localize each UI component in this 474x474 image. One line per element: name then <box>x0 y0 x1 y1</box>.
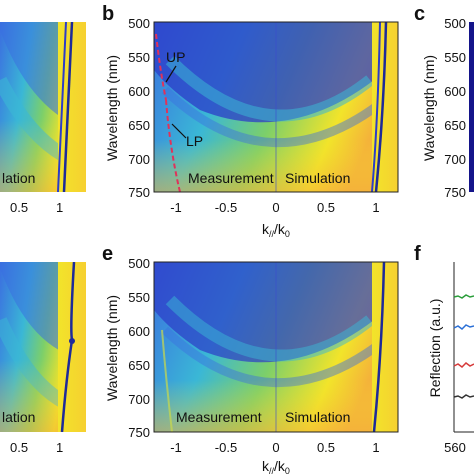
panel-c-y-axis-label: Wavelength (nm) <box>421 55 437 161</box>
panel-e-letter: e <box>102 243 113 265</box>
panel-f-spectrum-3 <box>453 362 474 368</box>
panel-b-lp-label: LP <box>186 133 203 149</box>
panel-b-heatmap <box>154 22 398 192</box>
panel-c-y-tick-650: 650 <box>444 118 466 133</box>
panel-c-y-tick-700: 700 <box>444 152 466 167</box>
panel-b-y-tick-650: 650 <box>128 118 150 133</box>
panel-f-letter: f <box>414 243 421 265</box>
panel-b-x-tick-m0.5: -0.5 <box>215 200 237 215</box>
panel-b-y-tick-700: 700 <box>128 152 150 167</box>
panel-c-y-tick-750: 750 <box>444 185 466 200</box>
panel-b-y-tick-600: 600 <box>128 84 150 99</box>
panel-b-measurement-label: Measurement <box>188 170 274 186</box>
panel-f-x-tick-560: 560 <box>444 440 466 455</box>
panel-e-measurement-label: Measurement <box>176 409 262 425</box>
panel-e-y-tick-700: 700 <box>128 392 150 407</box>
panel-e-x-axis-label: k///k0 <box>262 458 290 474</box>
panel-e-x-tick-m0.5: -0.5 <box>215 440 237 455</box>
panel-c-y-tick-500: 500 <box>444 16 466 31</box>
panel-e-frame <box>153 261 399 433</box>
panel-e-x-axis: -1 -0.5 0 0.5 1 <box>170 440 379 455</box>
panel-f-spectrum-2 <box>453 324 474 330</box>
panel-b-up-label: UP <box>166 49 185 65</box>
panel-b-up-arrow <box>165 65 177 83</box>
panel-f-spectrum-1 <box>453 294 474 299</box>
panel-e-y-tick-550: 550 <box>128 290 150 305</box>
panel-b-letter: b <box>102 3 114 25</box>
panel-e-y-axis-label: Wavelength (nm) <box>104 295 120 401</box>
panel-b-y-axis: 500 550 600 650 700 750 <box>128 16 150 200</box>
panel-e-heatmap <box>154 262 398 432</box>
panel-c-y-axis: 500 550 600 650 700 750 <box>444 16 466 200</box>
panel-e-y-tick-650: 650 <box>128 358 150 373</box>
panel-e-y-axis: 500 550 600 650 700 750 <box>128 256 150 440</box>
panel-b-up-branch <box>155 33 167 101</box>
panel-f-spectrum-4 <box>453 394 474 399</box>
panel-b-y-axis-label: Wavelength (nm) <box>104 55 120 161</box>
panel-e-x-tick-0: 0 <box>272 440 279 455</box>
panel-a-x-tick-0.5: 0.5 <box>10 200 28 215</box>
panel-b-simulation-label: Simulation <box>285 170 350 186</box>
panel-b-x-tick-1: 1 <box>372 200 379 215</box>
panel-e-y-tick-500: 500 <box>128 256 150 271</box>
panel-d-x-tick-1: 1 <box>56 440 63 455</box>
panel-d-x-tick-0.5: 0.5 <box>10 440 28 455</box>
panel-b-y-tick-750: 750 <box>128 185 150 200</box>
panel-b-x-tick-m1: -1 <box>170 200 182 215</box>
panel-e-y-tick-750: 750 <box>128 425 150 440</box>
panel-b-lp-branch <box>165 99 181 192</box>
panel-c-y-tick-550: 550 <box>444 50 466 65</box>
panel-e-y-tick-600: 600 <box>128 324 150 339</box>
panel-b-frame <box>153 21 399 193</box>
panel-c-y-tick-600: 600 <box>444 84 466 99</box>
panel-d-simulation-label: lation <box>2 409 35 425</box>
panel-a-simulation-label: lation <box>2 170 35 186</box>
panel-a-heatmap <box>0 22 86 192</box>
panel-b-x-tick-0: 0 <box>272 200 279 215</box>
panel-b-y-tick-500: 500 <box>128 16 150 31</box>
panel-b-lp-arrow <box>171 123 187 139</box>
panel-b-x-axis: -1 -0.5 0 0.5 1 <box>170 200 379 215</box>
panel-d-heatmap <box>0 262 86 432</box>
panel-c-letter: c <box>414 3 425 25</box>
panel-f-y-axis-label: Reflection (a.u.) <box>427 299 443 398</box>
panel-e-x-tick-1: 1 <box>372 440 379 455</box>
panel-b-x-tick-0.5: 0.5 <box>317 200 335 215</box>
panel-e-x-tick-m1: -1 <box>170 440 182 455</box>
panel-c-colorbar <box>469 22 474 192</box>
panel-b-y-tick-550: 550 <box>128 50 150 65</box>
panel-e-simulation-label: Simulation <box>285 409 350 425</box>
panel-e-x-tick-0.5: 0.5 <box>317 440 335 455</box>
panel-a-x-tick-1: 1 <box>56 200 63 215</box>
panel-b-x-axis-label: k///k0 <box>262 221 290 239</box>
